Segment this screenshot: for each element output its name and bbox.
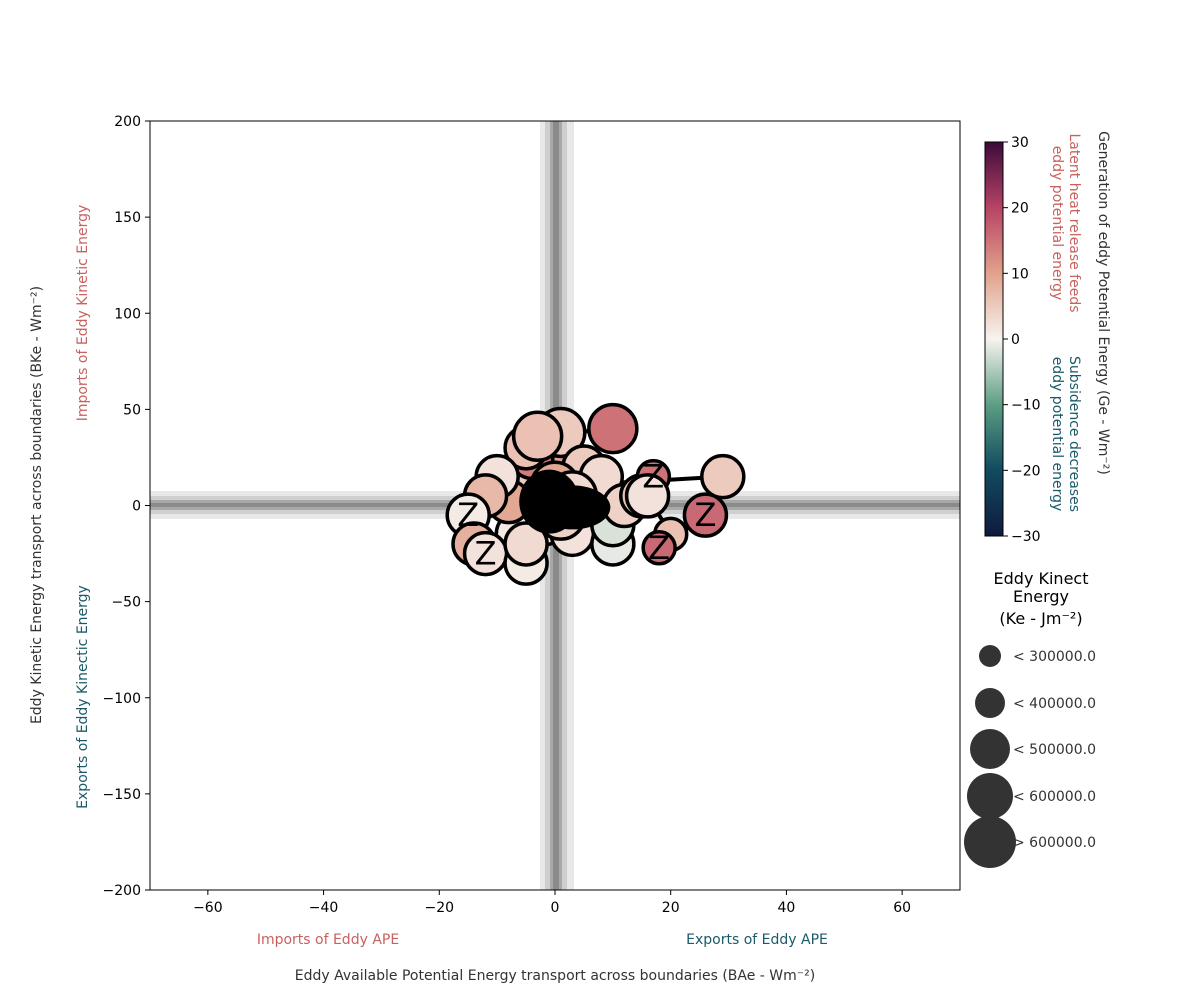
colorbar-tick-label: 0 [1011,332,1020,348]
colorbar-upper-note-line1: Latent heat release feeds [1066,133,1082,312]
point-marker-label: Z [642,458,664,496]
size-legend-marker [979,645,1001,667]
y-tick-label: 150 [114,210,141,226]
point-marker-label: Z [694,496,716,534]
point-marker-label: Z [457,496,479,534]
imports-ke-label: Imports of Eddy Kinetic Energy [75,205,91,422]
size-legend-label: < 600000.0 [1013,789,1096,805]
size-legend-title-line3: (Ke - Jm⁻²) [999,609,1082,628]
size-legend-marker [970,729,1010,769]
size-legend-marker [967,773,1013,819]
colorbar-tick-label: −10 [1011,398,1041,414]
y-tick-label: −100 [103,691,141,707]
x-tick-label: −60 [193,900,223,916]
scatter-point [587,402,639,455]
scatter-point [511,410,564,463]
size-legend-label: < 500000.0 [1013,742,1096,758]
colorbar-ticks: 30 20 10 0 −10 −20 −30 [1003,135,1041,545]
size-legend-title-line1: Eddy Kinect [994,569,1089,588]
colorbar-label: Generation of eddy Potential Energy (Ge … [1095,131,1111,475]
y-tick-label: −150 [103,787,141,803]
colorbar-tick-label: −30 [1011,529,1041,545]
point-marker-label: Z [648,529,670,567]
colorbar-lower-note-line2: eddy potential energy [1049,357,1065,512]
size-legend-marker [964,816,1016,868]
y-tick-label: −50 [111,595,141,611]
colorbar [984,141,1004,537]
scatter-point [700,453,746,500]
x-tick-label: 0 [551,900,560,916]
y-tick-label: 100 [114,306,141,322]
colorbar-tick-label: 30 [1011,135,1029,151]
colorbar-lower-note-line1: Subsidence decreases [1066,356,1082,512]
size-legend: Eddy Kinect Energy (Ke - Jm⁻²) < 300000.… [964,569,1096,868]
scatter-point [503,521,549,567]
x-tick-label: −20 [425,900,455,916]
colorbar-tick-label: 10 [1011,266,1029,282]
exports-ape-label: Exports of Eddy APE [686,932,828,948]
x-tick-label: 20 [662,900,680,916]
colorbar-upper-note-line2: eddy potential energy [1049,146,1065,301]
scatter-point [624,473,671,519]
y-tick-label: −200 [103,883,141,899]
y-tick-label: 200 [114,114,141,130]
x-tick-label: 60 [893,900,911,916]
y-axis-ticks: 200 150 100 50 0 −50 −100 −150 −200 [103,114,150,899]
exports-ke-label: Exports of Eddy Kinectic Energy [75,585,91,809]
x-axis-ticks: −60 −40 −20 0 20 40 60 [193,890,911,916]
size-legend-title-line2: Energy [1013,587,1069,606]
size-legend-label: > 600000.0 [1013,835,1096,851]
y-axis-label: Eddy Kinetic Energy transport across bou… [29,286,45,724]
imports-ape-label: Imports of Eddy APE [257,932,399,948]
scatter-point [682,492,729,538]
colorbar-tick-label: 20 [1011,201,1029,217]
x-tick-label: 40 [778,900,796,916]
scatter-point [641,530,677,566]
x-axis-label: Eddy Available Potential Energy transpor… [295,968,815,984]
point-marker-label: Z [475,535,497,573]
colorbar-tick-label: −20 [1011,463,1041,479]
x-tick-label: −40 [309,900,339,916]
cluster-core [534,485,611,530]
size-legend-marker [975,688,1005,718]
y-tick-label: 50 [123,402,141,418]
y-tick-label: 0 [132,499,141,515]
size-legend-label: < 300000.0 [1013,649,1096,665]
size-legend-label: < 400000.0 [1013,696,1096,712]
